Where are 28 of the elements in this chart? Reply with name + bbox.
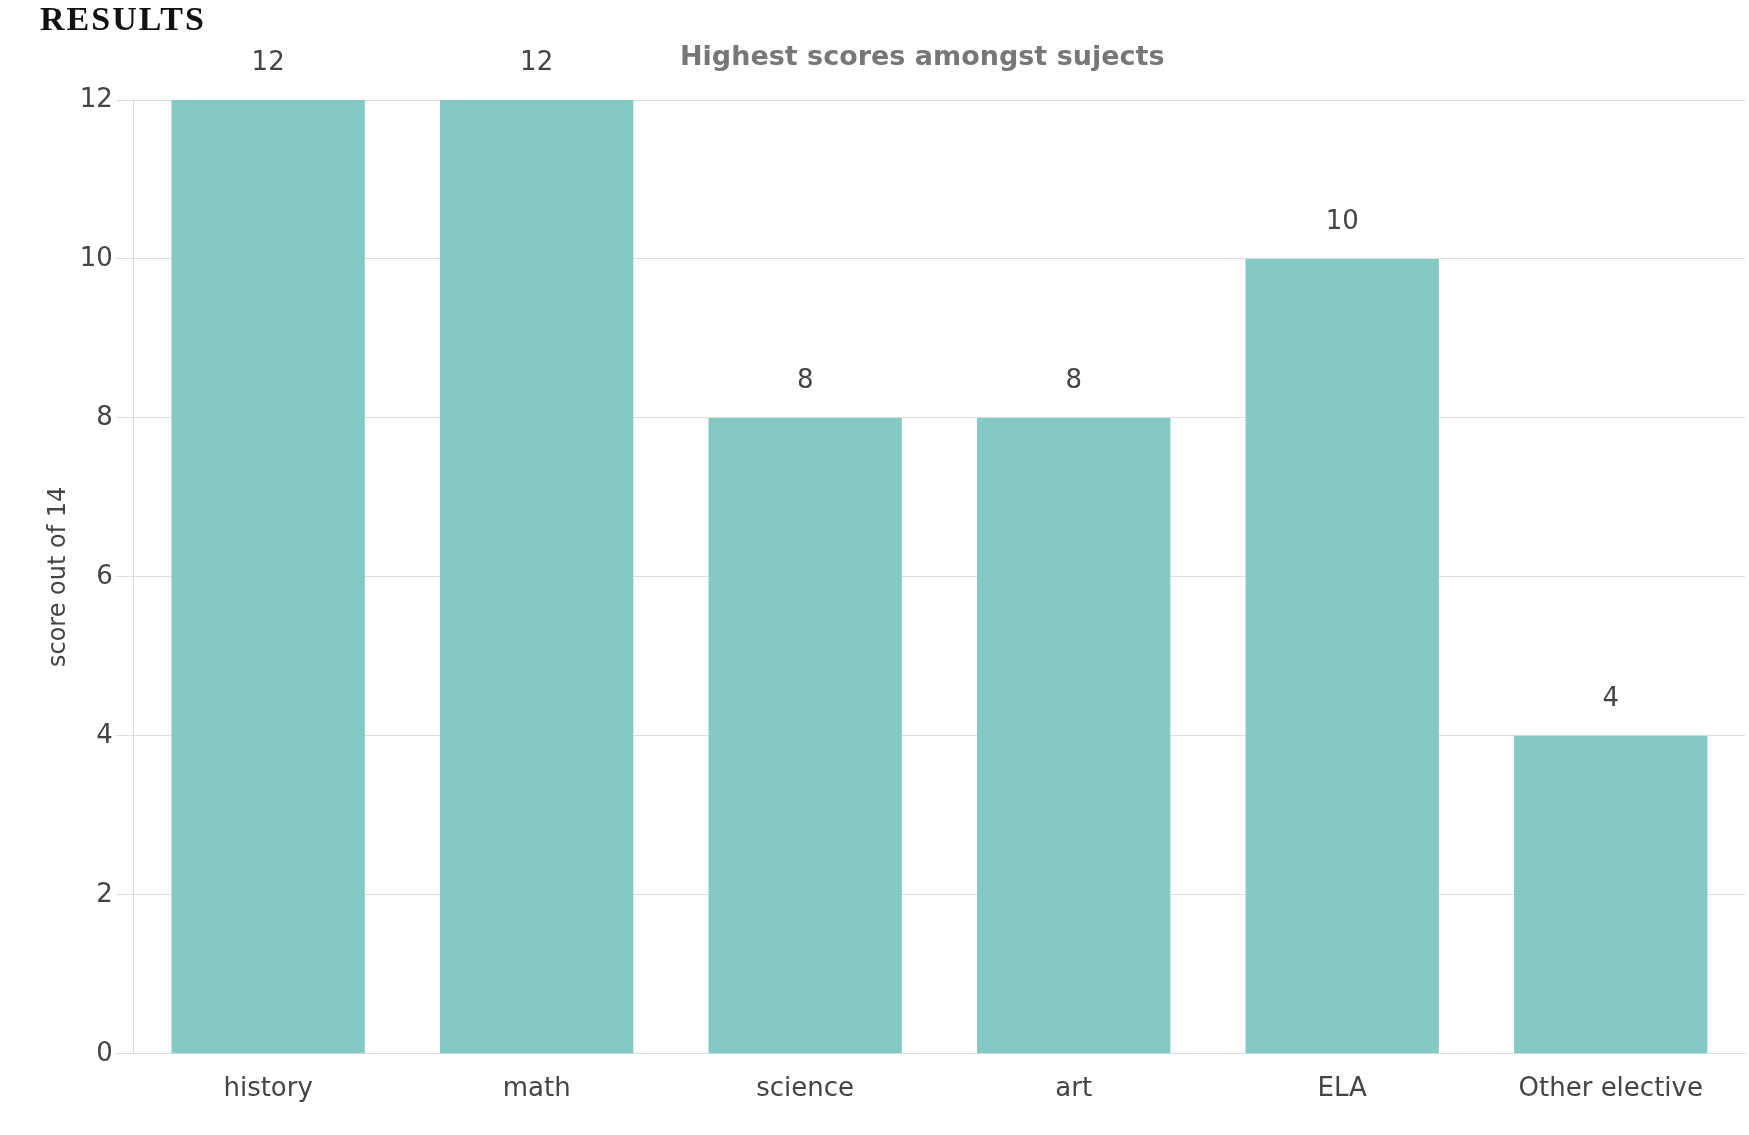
data-label: 12 bbox=[251, 45, 285, 76]
y-tick-label: 12 bbox=[79, 82, 113, 113]
y-tick-label: 4 bbox=[96, 718, 113, 749]
bar bbox=[171, 100, 365, 1054]
y-tick-label: 2 bbox=[96, 877, 113, 908]
chart-title: RESULTS bbox=[40, 0, 206, 38]
data-label: 12 bbox=[520, 45, 554, 76]
bar bbox=[1245, 258, 1439, 1054]
bar bbox=[977, 417, 1171, 1054]
chart-subtitle: Highest scores amongst sujects bbox=[680, 40, 1165, 71]
x-tick-label: art bbox=[1055, 1072, 1093, 1103]
x-tick-label: ELA bbox=[1317, 1072, 1368, 1103]
x-tick-label: history bbox=[223, 1072, 313, 1103]
y-tick-label: 10 bbox=[79, 241, 113, 272]
bar bbox=[1514, 735, 1708, 1054]
y-tick-label: 6 bbox=[96, 559, 113, 590]
x-tick-label: science bbox=[756, 1072, 855, 1103]
y-tick-label: 0 bbox=[96, 1036, 113, 1067]
data-label: 8 bbox=[1065, 363, 1082, 394]
bar bbox=[708, 417, 902, 1054]
y-tick-label: 8 bbox=[96, 400, 113, 431]
bar bbox=[440, 100, 634, 1054]
data-label: 4 bbox=[1602, 681, 1620, 712]
x-tick-label: Other elective bbox=[1518, 1072, 1703, 1103]
data-label: 10 bbox=[1325, 204, 1359, 235]
y-axis-title: score out of 14 bbox=[42, 486, 71, 668]
x-tick-label: math bbox=[502, 1072, 571, 1103]
data-label: 8 bbox=[796, 363, 814, 394]
